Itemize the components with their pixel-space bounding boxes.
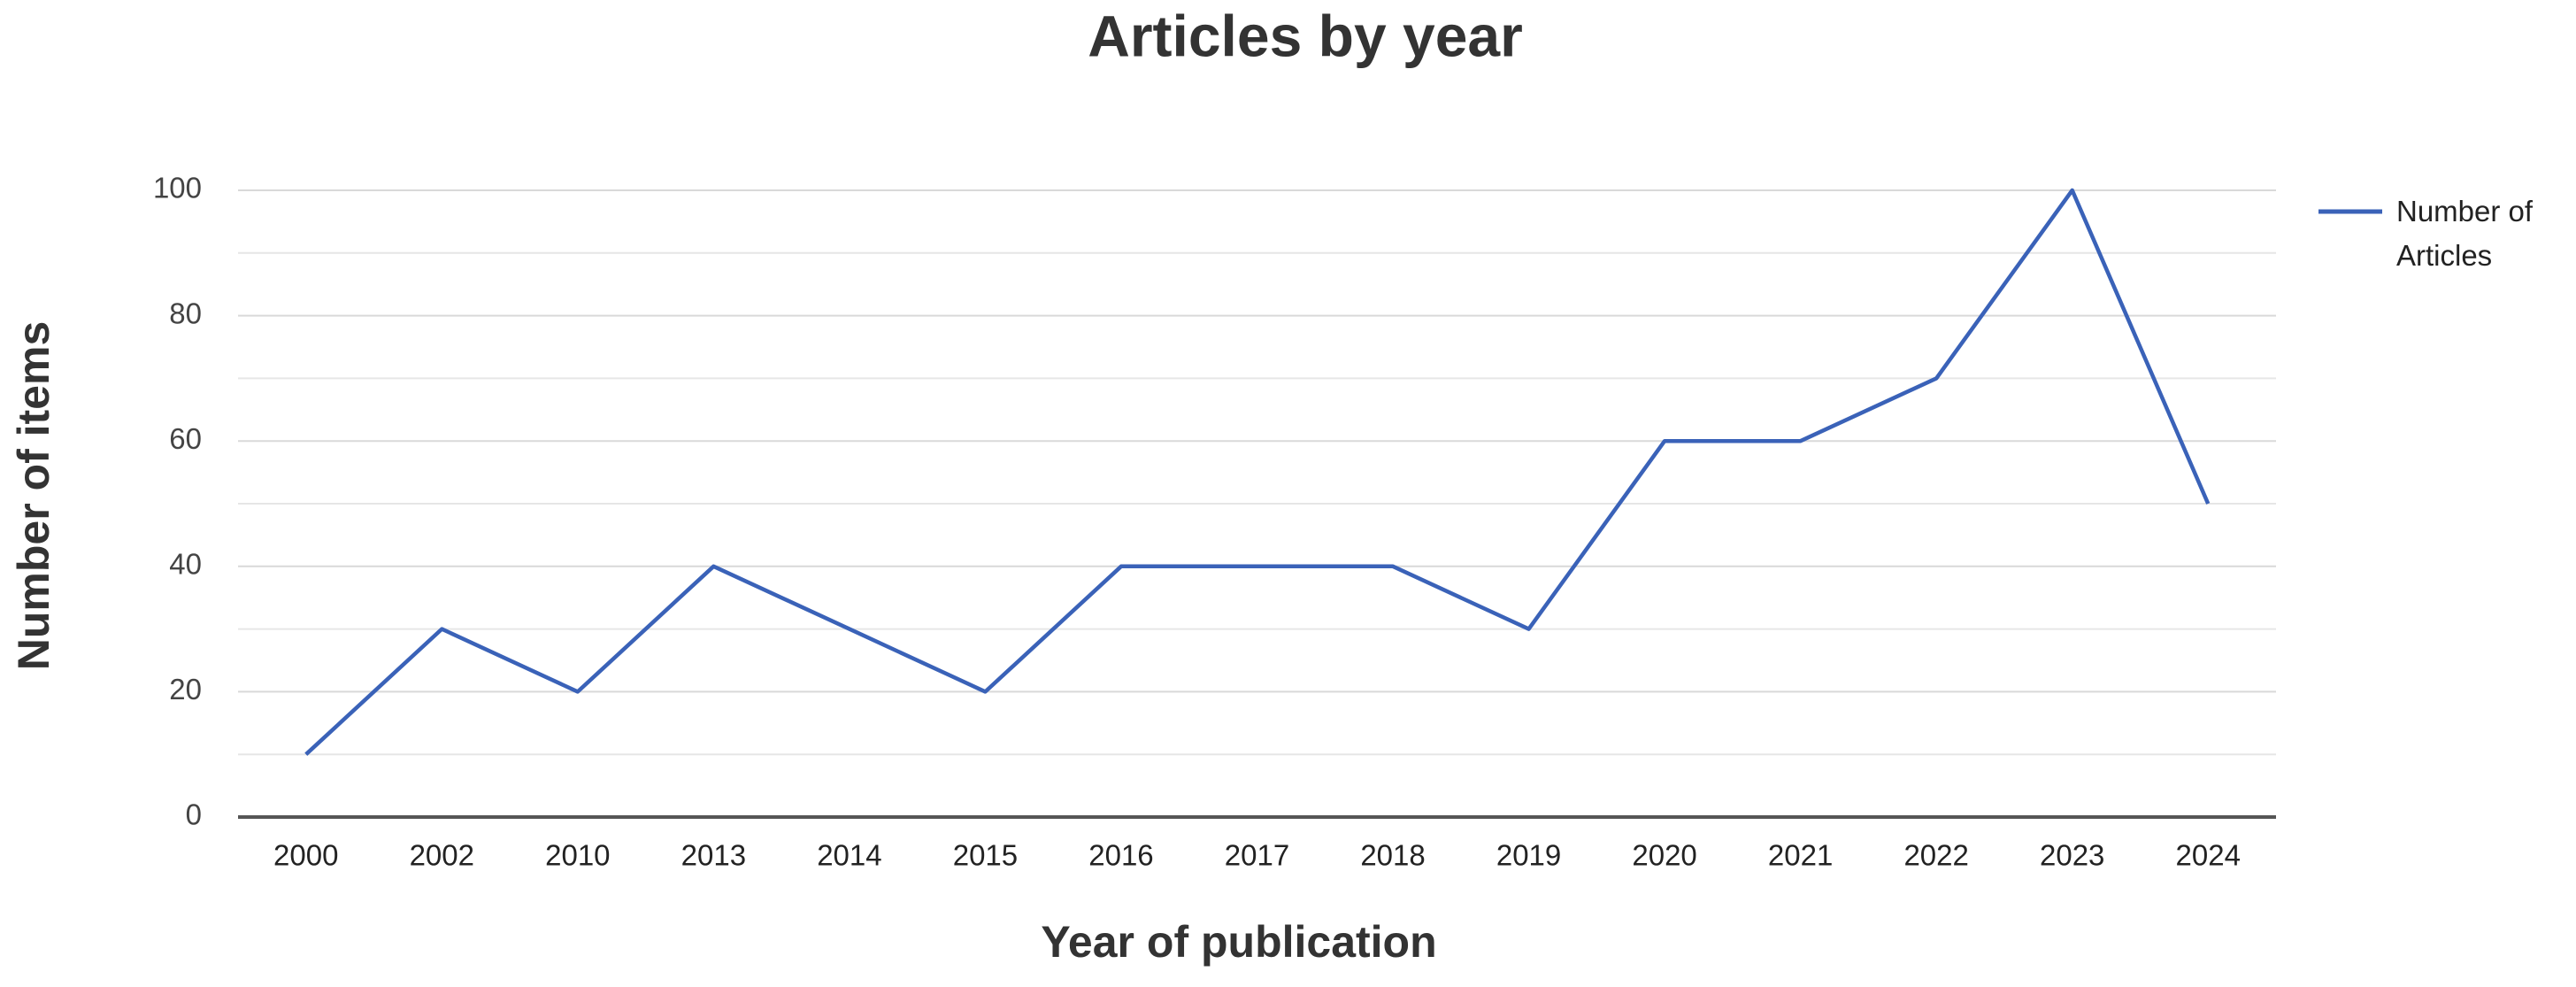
- y-tick-label: 20: [169, 673, 202, 706]
- x-tick-label: 2018: [1360, 839, 1425, 872]
- legend-label: Number of Articles: [2396, 195, 2534, 272]
- x-tick-label: 2013: [681, 839, 746, 872]
- y-tick-label: 80: [169, 297, 202, 329]
- x-tick-label: 2010: [545, 839, 610, 872]
- x-tick-label: 2021: [1768, 839, 1833, 872]
- x-tick-label: 2015: [953, 839, 1018, 872]
- x-tick-label: 2000: [273, 839, 338, 872]
- x-tick-label: 2024: [2176, 839, 2241, 872]
- x-tick-label: 2002: [410, 839, 474, 872]
- x-tick-label: 2014: [817, 839, 881, 872]
- x-tick-label: 2023: [2040, 839, 2104, 872]
- x-tick-label: 2022: [1903, 839, 1968, 872]
- x-tick-label: 2019: [1496, 839, 1561, 872]
- y-axis-title: Number of items: [9, 321, 58, 671]
- chart-title: Articles by year: [1088, 3, 1523, 68]
- x-tick-label: 2017: [1225, 839, 1289, 872]
- y-tick-label: 60: [169, 422, 202, 455]
- y-tick-label: 40: [169, 548, 202, 581]
- y-tick-label: 0: [186, 798, 202, 831]
- x-tick-label: 2016: [1088, 839, 1153, 872]
- y-tick-label: 100: [153, 172, 202, 204]
- data-line: [304, 188, 2211, 756]
- x-tick-label: 2020: [1632, 839, 1696, 872]
- x-axis-title: Year of publication: [1041, 917, 1436, 967]
